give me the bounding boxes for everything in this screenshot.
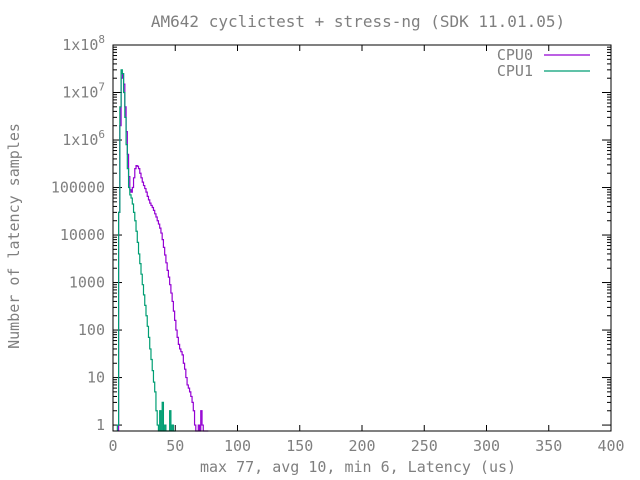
x-axis-label: max 77, avg 10, min 6, Latency (us): [200, 458, 516, 476]
series-line-cpu1: [116, 69, 176, 432]
y-tick-label: 10000: [60, 226, 105, 244]
x-tick-label: 300: [473, 437, 500, 455]
x-tick-label: 400: [597, 437, 624, 455]
axis-ticks: 0 50 100 150 200 250 300 350 400 1x108 1x107 1x106 1…: [51, 33, 625, 455]
y-tick-label: 1000: [69, 274, 105, 292]
plot-border: [112, 44, 612, 432]
x-tick-label: 150: [286, 437, 313, 455]
series-layer: [116, 69, 209, 432]
chart-title: AM642 cyclictest + stress-ng (SDK 11.01.…: [151, 12, 565, 31]
y-tick-label: 1x108: [62, 33, 105, 54]
x-tick-label: 200: [348, 437, 375, 455]
y-tick-label: 100000: [51, 179, 105, 197]
y-tick-label: 1x107: [62, 81, 105, 102]
y-tick-label: 100: [78, 321, 105, 339]
x-tick-label: 0: [108, 437, 117, 455]
x-tick-label: 50: [166, 437, 184, 455]
x-tick-label: 350: [535, 437, 562, 455]
y-tick-label: 10: [87, 369, 105, 387]
x-tick-label: 250: [411, 437, 438, 455]
y-axis-label: Number of latency samples: [5, 123, 23, 349]
legend-label-cpu0: CPU0: [497, 46, 533, 64]
y-tick-label: 1: [96, 416, 105, 434]
x-tick-label: 100: [224, 437, 251, 455]
series-line-cpu0: [118, 73, 209, 432]
legend-label-cpu1: CPU1: [497, 62, 533, 80]
y-tick-label: 1x106: [62, 128, 105, 149]
